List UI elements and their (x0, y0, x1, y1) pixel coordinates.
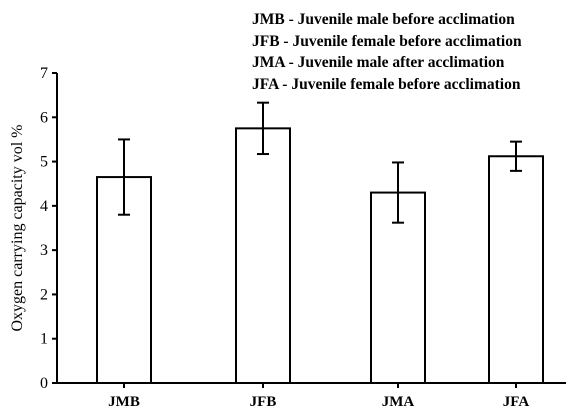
y-tick-label-2: 2 (40, 286, 48, 303)
y-tick-label-4: 4 (40, 198, 48, 215)
legend-entry-jfa: JFA - Juvenile female before acclimation (252, 76, 521, 93)
y-tick-label-7: 7 (40, 65, 48, 82)
error-bar-jma (392, 161, 404, 224)
y-tick-label-5: 5 (40, 154, 48, 171)
bar-jma (370, 191, 426, 384)
y-tick-label-3: 3 (40, 242, 48, 259)
error-bars (118, 101, 522, 224)
y-tick-label-1: 1 (40, 331, 48, 348)
y-tick-label-6: 6 (40, 109, 48, 126)
y-axis-ticks: 0 1 2 3 4 5 6 7 (40, 65, 57, 392)
y-axis-title: Oxygen carrying capacity vol % (9, 124, 26, 331)
legend-entry-jmb: JMB - Juvenile male before acclimation (252, 11, 515, 28)
bars (96, 127, 544, 384)
x-tick-label-jfa: JFA (503, 394, 530, 410)
legend-entry-jfb: JFB - Juvenile female before acclimation (252, 33, 522, 50)
error-bar-jmb (118, 138, 130, 216)
legend-entry-jma: JMA - Juvenile male after acclimation (252, 54, 505, 71)
x-tick-label-jma: JMA (382, 394, 415, 410)
legend: JMB - Juvenile male before acclimation J… (252, 11, 522, 93)
x-tick-label-jfb: JFB (250, 394, 277, 410)
bar-jfa (488, 155, 544, 384)
x-axis-labels: JMB JFB JMA JFA (108, 383, 529, 410)
x-tick-label-jmb: JMB (108, 394, 140, 410)
bar-jfb (235, 127, 291, 384)
error-bar-jfb (257, 101, 269, 156)
error-bar-jfa (510, 140, 522, 172)
y-tick-label-0: 0 (40, 375, 48, 392)
